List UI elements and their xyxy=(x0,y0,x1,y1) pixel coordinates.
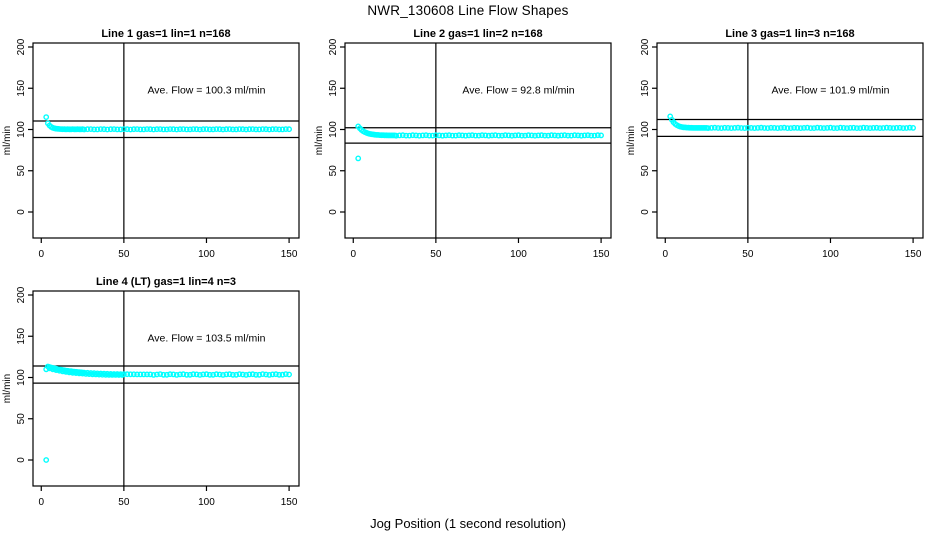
panel-title: Line 4 (LT) gas=1 lin=4 n=3 xyxy=(96,276,236,288)
svg-text:50: 50 xyxy=(16,165,27,177)
ave-flow-annotation: Ave. Flow = 100.3 ml/min xyxy=(147,85,265,97)
svg-text:50: 50 xyxy=(742,249,754,260)
svg-text:0: 0 xyxy=(38,249,44,260)
y-axis-ticks: 0 50 100 150 200 xyxy=(640,38,657,215)
svg-text:0: 0 xyxy=(350,249,356,260)
y-axis-unit-label: ml/min xyxy=(2,126,13,155)
x-axis-ticks: 0 50 100 150 xyxy=(38,486,298,508)
svg-text:50: 50 xyxy=(118,249,130,260)
svg-text:100: 100 xyxy=(198,497,215,508)
svg-text:200: 200 xyxy=(328,38,339,55)
y-axis-unit-label: ml/min xyxy=(2,374,13,403)
svg-text:150: 150 xyxy=(16,327,27,344)
svg-text:0: 0 xyxy=(16,457,27,463)
svg-text:0: 0 xyxy=(328,209,339,215)
svg-text:100: 100 xyxy=(16,121,27,138)
svg-text:150: 150 xyxy=(640,79,651,96)
panel-title: Line 1 gas=1 lin=1 n=168 xyxy=(101,28,230,40)
svg-text:0: 0 xyxy=(662,249,668,260)
svg-text:100: 100 xyxy=(510,249,527,260)
panel-3: Line 3 gas=1 lin=3 n=168 0 50 100 150 0 50 100 1… xyxy=(626,28,924,260)
svg-text:100: 100 xyxy=(328,121,339,138)
panel-4: Line 4 (LT) gas=1 lin=4 n=3 0 50 100 150 0 50 1… xyxy=(2,276,300,508)
panel-title: Line 3 gas=1 lin=3 n=168 xyxy=(725,28,854,40)
svg-text:100: 100 xyxy=(822,249,839,260)
y-axis-unit-label: ml/min xyxy=(314,126,325,155)
panel-2: Line 2 gas=1 lin=2 n=168 0 50 100 150 0 50 100 1… xyxy=(314,28,612,260)
svg-text:150: 150 xyxy=(281,497,298,508)
svg-text:0: 0 xyxy=(640,209,651,215)
svg-text:150: 150 xyxy=(905,249,922,260)
plot-frame xyxy=(32,290,300,487)
x-axis-label: Jog Position (1 second resolution) xyxy=(370,516,566,531)
svg-text:150: 150 xyxy=(281,249,298,260)
scatter-points xyxy=(43,363,292,463)
y-axis-ticks: 0 50 100 150 200 xyxy=(16,38,33,215)
main-title: NWR_130608 Line Flow Shapes xyxy=(367,3,569,18)
svg-text:50: 50 xyxy=(118,497,130,508)
svg-text:150: 150 xyxy=(328,79,339,96)
x-axis-ticks: 0 50 100 150 xyxy=(662,238,922,260)
svg-text:50: 50 xyxy=(430,249,442,260)
ave-flow-annotation: Ave. Flow = 101.9 ml/min xyxy=(771,85,889,97)
svg-text:100: 100 xyxy=(16,369,27,386)
x-axis-ticks: 0 50 100 150 xyxy=(38,238,298,260)
svg-text:0: 0 xyxy=(38,497,44,508)
svg-text:50: 50 xyxy=(640,165,651,177)
svg-text:150: 150 xyxy=(16,79,27,96)
scatter-points xyxy=(355,123,604,162)
svg-text:100: 100 xyxy=(640,121,651,138)
svg-text:100: 100 xyxy=(198,249,215,260)
plot-frame xyxy=(656,42,924,239)
svg-text:0: 0 xyxy=(16,209,27,215)
plot-frame xyxy=(344,42,612,239)
scatter-points xyxy=(667,113,916,132)
svg-text:200: 200 xyxy=(16,286,27,303)
svg-text:150: 150 xyxy=(593,249,610,260)
y-axis-unit-label: ml/min xyxy=(626,126,637,155)
panel-title: Line 2 gas=1 lin=2 n=168 xyxy=(413,28,542,40)
y-axis-ticks: 0 50 100 150 200 xyxy=(16,286,33,463)
ave-flow-annotation: Ave. Flow = 92.8 ml/min xyxy=(462,85,574,97)
svg-text:200: 200 xyxy=(640,38,651,55)
y-axis-ticks: 0 50 100 150 200 xyxy=(328,38,345,215)
svg-text:50: 50 xyxy=(328,165,339,177)
svg-text:200: 200 xyxy=(16,38,27,55)
ave-flow-annotation: Ave. Flow = 103.5 ml/min xyxy=(147,333,265,345)
plot-frame xyxy=(32,42,300,239)
scatter-points xyxy=(43,114,292,133)
svg-text:50: 50 xyxy=(16,413,27,425)
panel-1: Line 1 gas=1 lin=1 n=168 0 50 100 150 0 50 100 1… xyxy=(2,28,300,260)
x-axis-ticks: 0 50 100 150 xyxy=(350,238,610,260)
